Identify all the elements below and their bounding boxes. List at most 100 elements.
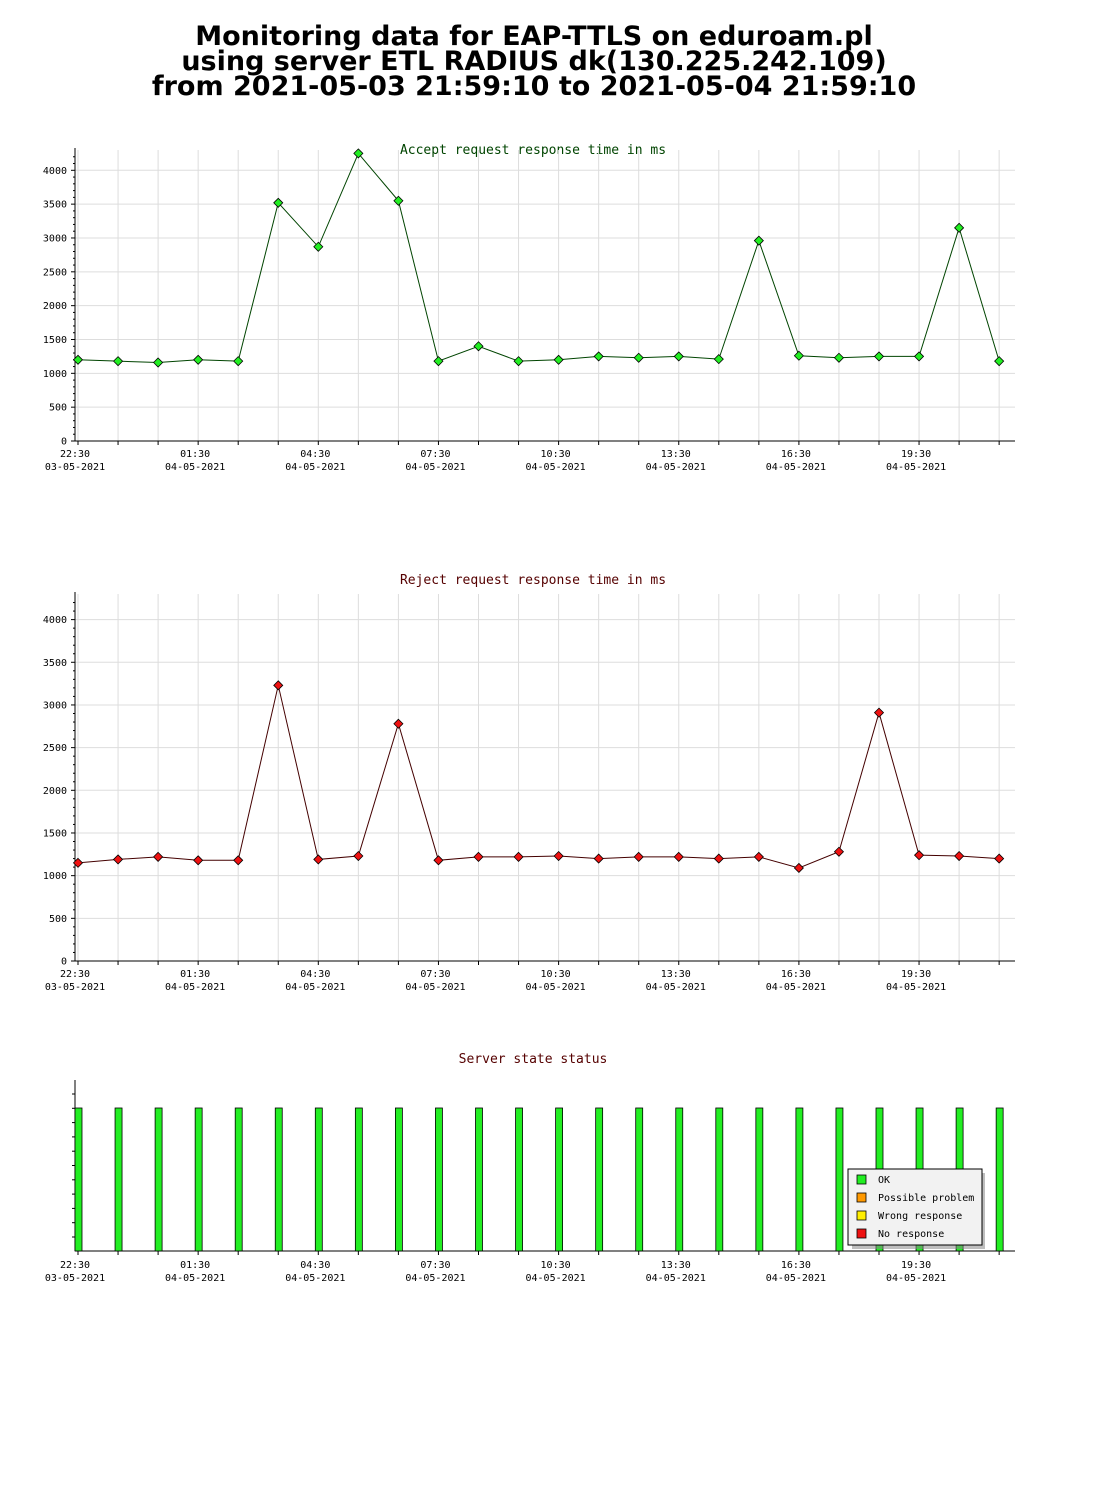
reject-xtick-date: 04-05-2021 <box>285 982 345 993</box>
status-bar <box>394 1107 403 1252</box>
accept-point <box>353 148 364 159</box>
status-xtick-time: 16:30 <box>781 1260 811 1271</box>
accept-point <box>153 357 164 368</box>
accept-xtick-time: 16:30 <box>781 449 811 460</box>
accept-xtick-time: 10:30 <box>541 449 571 460</box>
status-bar <box>675 1107 684 1252</box>
reject-point <box>353 850 364 862</box>
accept-xtick-date: 04-05-2021 <box>165 462 225 473</box>
reject-point <box>873 707 885 718</box>
reject-xtick-date: 04-05-2021 <box>646 982 706 993</box>
reject-point <box>553 850 564 862</box>
reject-point <box>72 857 84 868</box>
accept-xtick-time: 22:30 <box>60 449 90 460</box>
status-xtick-time: 01:30 <box>180 1260 210 1271</box>
reject-point <box>473 851 484 862</box>
accept-point <box>753 235 764 246</box>
status-xtick-time: 13:30 <box>661 1260 691 1271</box>
accept-ytick-label: 4000 <box>43 166 67 177</box>
legend-swatch <box>856 1192 867 1203</box>
reject-ytick-label: 1500 <box>43 828 67 839</box>
accept-xtick-time: 01:30 <box>180 449 210 460</box>
reject-ytick-label: 4000 <box>43 615 67 626</box>
accept-point <box>833 352 845 363</box>
status-bar <box>194 1107 203 1252</box>
accept-ytick-label: 3500 <box>43 200 67 211</box>
reject-xtick-date: 03-05-2021 <box>45 982 105 993</box>
accept-xtick-time: 07:30 <box>420 449 450 460</box>
status-xtick-time: 19:30 <box>901 1260 931 1271</box>
header-line-3: from 2021-05-03 21:59:10 to 2021-05-04 2… <box>151 71 917 102</box>
reject-point <box>273 680 284 691</box>
reject-point <box>753 851 764 862</box>
status-bar <box>234 1107 243 1252</box>
legend-box <box>847 1168 983 1246</box>
reject-point <box>994 853 1005 864</box>
accept-point <box>393 195 404 206</box>
reject-chart: Reject request response time in ms 0 500 10… <box>43 573 1015 993</box>
accept-point <box>673 351 684 362</box>
accept-xtick-time: 13:30 <box>661 449 691 460</box>
status-bar <box>835 1107 844 1252</box>
reject-point <box>153 851 164 862</box>
header-line-2: using server ETL RADIUS dk(130.225.242.1… <box>181 46 887 77</box>
reject-xtick-time: 07:30 <box>420 969 450 980</box>
accept-ytick-label: 500 <box>49 403 67 414</box>
accept-xtick-date: 04-05-2021 <box>285 462 345 473</box>
accept-xtick-date: 04-05-2021 <box>405 462 465 473</box>
reject-point <box>513 851 524 862</box>
status-xtick-time: 10:30 <box>541 1260 571 1271</box>
reject-point <box>954 850 965 862</box>
accept-point <box>913 351 925 362</box>
status-bar <box>555 1107 563 1252</box>
reject-point <box>433 855 444 866</box>
status-bar <box>74 1107 83 1252</box>
accept-xtick-time: 04:30 <box>300 449 330 460</box>
accept-series-line <box>77 152 1000 363</box>
accept-xtick-date: 04-05-2021 <box>525 462 585 473</box>
reject-point <box>713 853 724 864</box>
reject-point <box>233 855 244 866</box>
reject-xtick-date: 04-05-2021 <box>165 982 225 993</box>
accept-chart-title: Accept request response time in ms <box>400 143 666 158</box>
accept-chart: Accept request response time in ms 0 500 10… <box>43 143 1015 473</box>
reject-point <box>313 854 324 865</box>
reject-xtick-date: 04-05-2021 <box>525 982 585 993</box>
accept-xtick-date: 03-05-2021 <box>45 462 105 473</box>
legend-label: No response <box>878 1229 944 1240</box>
accept-point <box>994 356 1005 367</box>
accept-point <box>793 350 804 361</box>
reject-ytick-label: 1000 <box>43 871 67 882</box>
reject-point <box>593 853 604 864</box>
reject-xtick-time: 19:30 <box>901 969 931 980</box>
legend-label: Wrong response <box>878 1211 962 1222</box>
status-xtick-date: 03-05-2021 <box>45 1273 105 1284</box>
reject-point <box>833 846 845 857</box>
accept-point <box>553 354 564 365</box>
reject-ytick-label: 2500 <box>43 743 67 754</box>
reject-xtick-time: 16:30 <box>781 969 811 980</box>
status-chart: Server state status 22:30 03-05-2021 01:30 0… <box>45 1052 1015 1284</box>
reject-ytick-label: 2000 <box>43 786 67 797</box>
status-xtick-date: 04-05-2021 <box>886 1273 946 1284</box>
status-bar <box>314 1107 323 1252</box>
reject-xtick-time: 22:30 <box>60 969 90 980</box>
status-bar <box>154 1107 163 1252</box>
accept-point <box>473 341 484 352</box>
reject-xtick-time: 10:30 <box>541 969 571 980</box>
status-xtick-date: 04-05-2021 <box>405 1273 465 1284</box>
accept-xtick-date: 04-05-2021 <box>766 462 826 473</box>
reject-point <box>633 851 644 862</box>
reject-xtick-time: 04:30 <box>300 969 330 980</box>
reject-xtick-date: 04-05-2021 <box>405 982 465 993</box>
reject-point <box>193 855 204 866</box>
accept-ytick-label: 2500 <box>43 267 67 278</box>
accept-point <box>513 356 524 367</box>
accept-ytick-label: 1500 <box>43 335 67 346</box>
status-bar <box>354 1107 363 1252</box>
reject-xtick-time: 13:30 <box>661 969 691 980</box>
accept-point <box>433 356 444 367</box>
reject-point <box>793 862 804 874</box>
status-xtick-time: 04:30 <box>300 1260 330 1271</box>
